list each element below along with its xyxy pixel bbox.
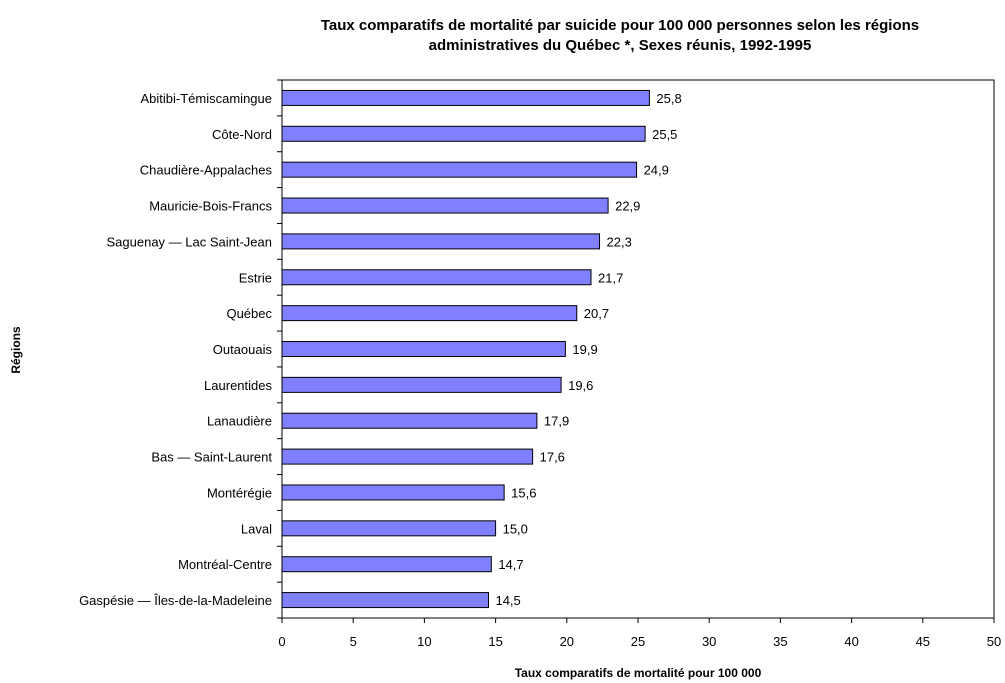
category-label: Laurentides (204, 378, 272, 393)
x-tick-label: 10 (417, 634, 431, 649)
data-label: 22,3 (607, 234, 632, 249)
bar (281, 412, 538, 429)
x-tick-label: 40 (844, 634, 858, 649)
x-tick-label: 15 (488, 634, 502, 649)
category-label: Mauricie-Bois-Francs (149, 199, 272, 214)
data-label: 15,6 (511, 485, 536, 500)
data-label: 19,9 (572, 342, 597, 357)
data-label: 14,5 (495, 593, 520, 608)
data-label: 24,9 (644, 163, 669, 178)
bar (281, 448, 534, 465)
bar (281, 197, 609, 214)
data-label: 21,7 (598, 270, 623, 285)
category-label: Gaspésie — Îles-de-la-Madeleine (79, 593, 272, 608)
bar (281, 556, 492, 573)
category-label: Bas — Saint-Laurent (151, 450, 272, 465)
category-label: Saguenay — Lac Saint-Jean (107, 234, 273, 249)
x-tick-label: 20 (560, 634, 574, 649)
data-label: 25,8 (656, 91, 681, 106)
category-label: Montréal-Centre (178, 557, 272, 572)
x-tick-label: 30 (702, 634, 716, 649)
bar (281, 376, 562, 393)
data-label: 14,7 (498, 557, 523, 572)
x-axis-label: Taux comparatifs de mortalité pour 100 0… (514, 666, 762, 680)
data-label: 25,5 (652, 127, 677, 142)
category-label: Côte-Nord (212, 127, 272, 142)
bar (281, 520, 497, 537)
data-label: 17,9 (544, 414, 569, 429)
category-label: Chaudière-Appalaches (140, 163, 273, 178)
x-tick-label: 25 (631, 634, 645, 649)
bar (281, 592, 489, 609)
chart-title: Taux comparatifs de mortalité par suicid… (200, 16, 1005, 56)
x-tick-label: 50 (987, 634, 1001, 649)
data-label: 15,0 (503, 521, 528, 536)
data-label: 22,9 (615, 199, 640, 214)
category-label: Montérégie (207, 485, 272, 500)
chart-title-line-1: Taux comparatifs de mortalité par suicid… (320, 17, 920, 34)
category-label: Abitibi-Témiscamingue (141, 91, 273, 106)
data-label: 17,6 (540, 450, 565, 465)
data-label: 20,7 (584, 306, 609, 321)
bar (281, 125, 646, 142)
category-label: Lanaudière (207, 414, 272, 429)
category-label: Québec (226, 306, 272, 321)
bar (281, 161, 638, 178)
data-label: 19,6 (568, 378, 593, 393)
x-tick-label: 35 (773, 634, 787, 649)
chart-title-line-2: administratives du Québec *, Sexes réuni… (428, 37, 812, 54)
bar (281, 484, 505, 501)
x-tick-label: 0 (278, 634, 285, 649)
x-tick-label: 45 (916, 634, 930, 649)
bar (281, 269, 592, 286)
bar (281, 233, 601, 250)
bar (281, 341, 566, 357)
bar (281, 305, 578, 322)
category-label: Outaouais (213, 342, 273, 357)
bar (281, 89, 650, 106)
category-label: Estrie (239, 270, 272, 285)
category-label: Laval (241, 521, 272, 536)
x-tick-label: 5 (350, 634, 357, 649)
